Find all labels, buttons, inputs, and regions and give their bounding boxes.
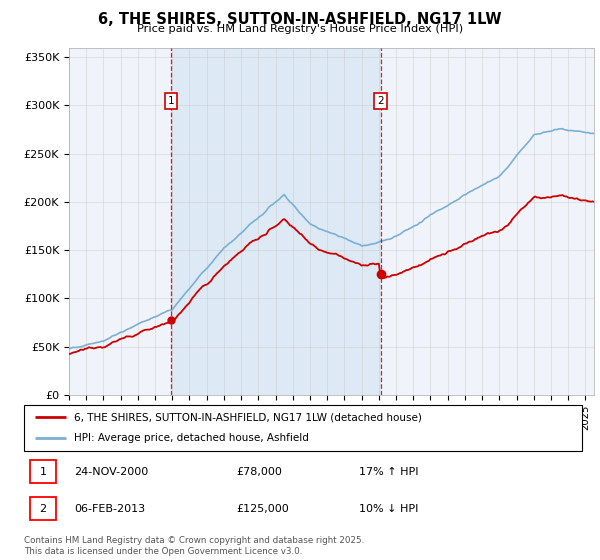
Text: 17% ↑ HPI: 17% ↑ HPI: [359, 466, 418, 477]
Text: £78,000: £78,000: [236, 466, 282, 477]
Text: 6, THE SHIRES, SUTTON-IN-ASHFIELD, NG17 1LW: 6, THE SHIRES, SUTTON-IN-ASHFIELD, NG17 …: [98, 12, 502, 27]
Bar: [29, 497, 56, 520]
Text: HPI: Average price, detached house, Ashfield: HPI: Average price, detached house, Ashf…: [74, 433, 309, 444]
Text: 24-NOV-2000: 24-NOV-2000: [74, 466, 148, 477]
Text: 06-FEB-2013: 06-FEB-2013: [74, 503, 145, 514]
Bar: [171, 48, 380, 395]
Text: £125,000: £125,000: [236, 503, 289, 514]
Text: 1: 1: [40, 466, 46, 477]
Text: 1: 1: [167, 96, 174, 106]
Text: Contains HM Land Registry data © Crown copyright and database right 2025.
This d: Contains HM Land Registry data © Crown c…: [24, 536, 364, 556]
Text: Price paid vs. HM Land Registry's House Price Index (HPI): Price paid vs. HM Land Registry's House …: [137, 24, 463, 34]
Text: 2: 2: [377, 96, 384, 106]
Text: 6, THE SHIRES, SUTTON-IN-ASHFIELD, NG17 1LW (detached house): 6, THE SHIRES, SUTTON-IN-ASHFIELD, NG17 …: [74, 412, 422, 422]
Text: 2: 2: [40, 503, 47, 514]
Text: 10% ↓ HPI: 10% ↓ HPI: [359, 503, 418, 514]
Bar: [29, 460, 56, 483]
